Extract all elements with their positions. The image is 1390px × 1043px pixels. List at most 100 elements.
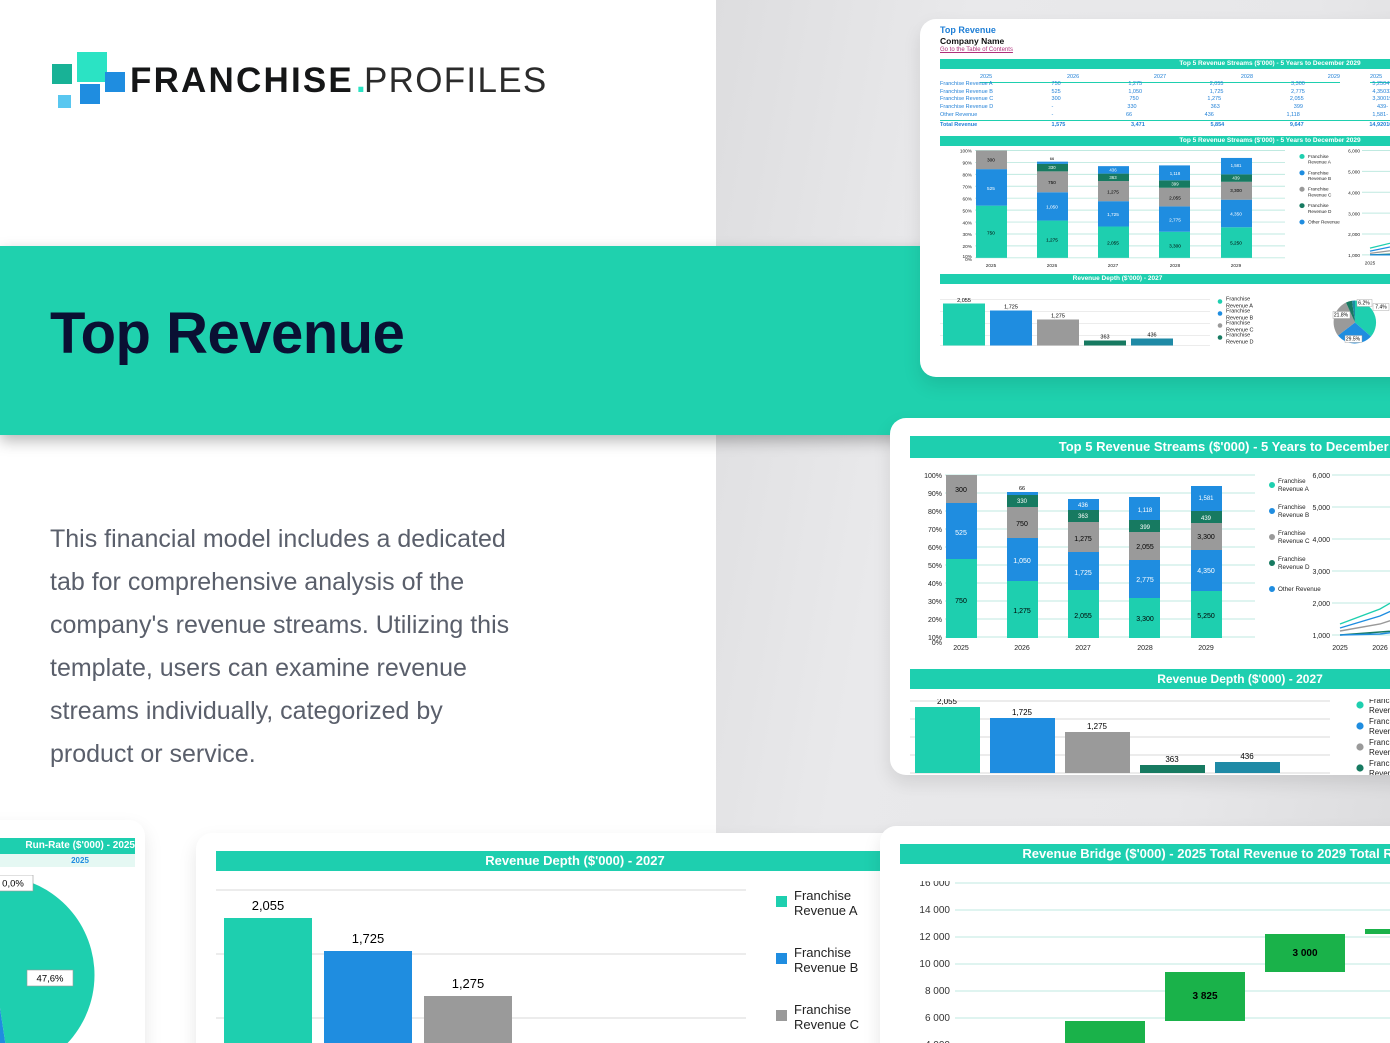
svg-text:1,275: 1,275 [1013, 608, 1031, 615]
svg-text:1,275: 1,275 [1074, 536, 1092, 543]
svg-text:4,000: 4,000 [1312, 537, 1330, 544]
svg-text:750: 750 [955, 598, 967, 605]
svg-text:40%: 40% [963, 220, 972, 225]
svg-text:4,350: 4,350 [1230, 211, 1242, 216]
svg-text:4,350: 4,350 [1197, 568, 1215, 575]
svg-text:66: 66 [1019, 486, 1025, 492]
svg-text:50%: 50% [928, 563, 942, 570]
svg-text:Revenue C: Revenue C [1278, 538, 1310, 545]
svg-text:5,000: 5,000 [1348, 170, 1360, 175]
svg-text:Revenue B: Revenue B [1278, 512, 1309, 519]
svg-text:2025: 2025 [986, 263, 997, 268]
svg-text:Franchise: Franchise [1226, 321, 1250, 327]
svg-text:60%: 60% [963, 197, 972, 202]
svg-text:2025: 2025 [953, 645, 969, 652]
svg-text:5,250: 5,250 [1230, 241, 1242, 246]
svg-text:436: 436 [1240, 752, 1254, 761]
svg-text:Revenue C: Revenue C [1308, 193, 1332, 198]
svg-text:750: 750 [987, 231, 995, 236]
svg-text:1,275: 1,275 [1046, 238, 1058, 243]
svg-text:2,000: 2,000 [1348, 232, 1360, 237]
svg-text:Franchise: Franchise [1308, 154, 1329, 159]
svg-text:2029: 2029 [1198, 645, 1214, 652]
svg-text:525: 525 [987, 186, 995, 191]
svg-text:30%: 30% [928, 599, 942, 606]
svg-text:20%: 20% [928, 617, 942, 624]
svg-text:90%: 90% [963, 161, 972, 166]
svg-text:Revenue B: Revenue B [794, 960, 858, 975]
svg-text:Franchise: Franchise [794, 888, 851, 903]
svg-text:Franchise: Franchise [1369, 738, 1390, 747]
svg-text:1,050: 1,050 [1013, 558, 1031, 565]
svg-text:5,000: 5,000 [1312, 505, 1330, 512]
svg-text:60%: 60% [928, 545, 942, 552]
svg-text:1,118: 1,118 [1170, 171, 1181, 176]
svg-text:40%: 40% [928, 581, 942, 588]
svg-text:363: 363 [1165, 755, 1179, 764]
svg-text:0,0%: 0,0% [2, 879, 24, 890]
svg-text:10 000: 10 000 [919, 959, 950, 970]
svg-text:8 000: 8 000 [925, 986, 950, 997]
svg-text:3 000: 3 000 [1292, 948, 1317, 959]
svg-text:2028: 2028 [1170, 263, 1181, 268]
svg-text:29.5%: 29.5% [1346, 337, 1361, 343]
svg-text:Revenue D: Revenue D [1226, 340, 1254, 346]
svg-text:100%: 100% [924, 473, 942, 480]
svg-text:330: 330 [1048, 165, 1056, 170]
svg-text:Franchise: Franchise [1369, 759, 1390, 768]
svg-text:2,055: 2,055 [1107, 241, 1119, 246]
svg-text:436: 436 [1078, 503, 1089, 509]
svg-text:50%: 50% [963, 208, 972, 213]
svg-text:Franchise: Franchise [1226, 333, 1250, 339]
svg-text:Revenue A: Revenue A [1278, 486, 1310, 493]
svg-text:1,275: 1,275 [1051, 314, 1065, 320]
svg-text:70%: 70% [963, 185, 972, 190]
svg-text:12 000: 12 000 [919, 932, 950, 943]
svg-text:66: 66 [1050, 157, 1054, 161]
svg-text:2026: 2026 [1372, 645, 1388, 652]
svg-text:21.8%: 21.8% [1334, 313, 1349, 319]
svg-text:1,275: 1,275 [1087, 722, 1108, 731]
svg-text:Revenue D: Revenue D [1369, 769, 1390, 775]
svg-text:399: 399 [1140, 525, 1151, 531]
svg-text:3,300: 3,300 [1169, 244, 1181, 249]
svg-text:1,725: 1,725 [1012, 708, 1033, 717]
svg-text:750: 750 [1048, 180, 1056, 185]
svg-text:3,000: 3,000 [1348, 211, 1360, 216]
svg-text:Franchise: Franchise [1278, 478, 1306, 485]
svg-text:Other Revenue: Other Revenue [1308, 220, 1340, 225]
svg-text:6 000: 6 000 [925, 1013, 950, 1024]
svg-text:6,000: 6,000 [1312, 473, 1330, 480]
svg-text:47,6%: 47,6% [37, 974, 64, 985]
svg-text:1,275: 1,275 [1107, 190, 1119, 195]
svg-text:3,300: 3,300 [1136, 616, 1154, 623]
svg-text:1,000: 1,000 [1348, 253, 1360, 258]
svg-text:2,055: 2,055 [1136, 544, 1154, 551]
svg-text:363: 363 [1078, 514, 1089, 520]
svg-text:Revenue D: Revenue D [1278, 564, 1310, 571]
svg-text:Franchise: Franchise [794, 1002, 851, 1017]
svg-text:1,050: 1,050 [1046, 205, 1058, 210]
svg-text:7.4%: 7.4% [1375, 305, 1387, 311]
svg-text:750: 750 [1016, 521, 1028, 528]
svg-text:16 000: 16 000 [919, 881, 950, 889]
svg-text:Revenue B: Revenue B [1308, 176, 1331, 181]
svg-text:1,000: 1,000 [1312, 633, 1330, 640]
svg-text:6.2%: 6.2% [1358, 301, 1370, 307]
svg-text:1,725: 1,725 [1004, 305, 1018, 311]
svg-text:2,055: 2,055 [957, 298, 971, 304]
svg-text:2029: 2029 [1231, 263, 1242, 268]
svg-text:2,775: 2,775 [1169, 217, 1181, 222]
svg-text:3,000: 3,000 [1312, 569, 1330, 576]
svg-text:Franchise: Franchise [1226, 297, 1250, 303]
svg-text:330: 330 [1017, 499, 1028, 505]
svg-text:2,775: 2,775 [1136, 577, 1154, 584]
svg-text:Franchise: Franchise [1308, 170, 1329, 175]
svg-text:3,300: 3,300 [1197, 534, 1215, 541]
svg-text:Revenue C: Revenue C [1369, 748, 1390, 757]
svg-text:2027: 2027 [1075, 645, 1091, 652]
svg-text:2,055: 2,055 [252, 898, 285, 913]
svg-text:2028: 2028 [1137, 645, 1153, 652]
svg-text:1,581: 1,581 [1231, 163, 1242, 168]
svg-text:363: 363 [1100, 335, 1109, 341]
